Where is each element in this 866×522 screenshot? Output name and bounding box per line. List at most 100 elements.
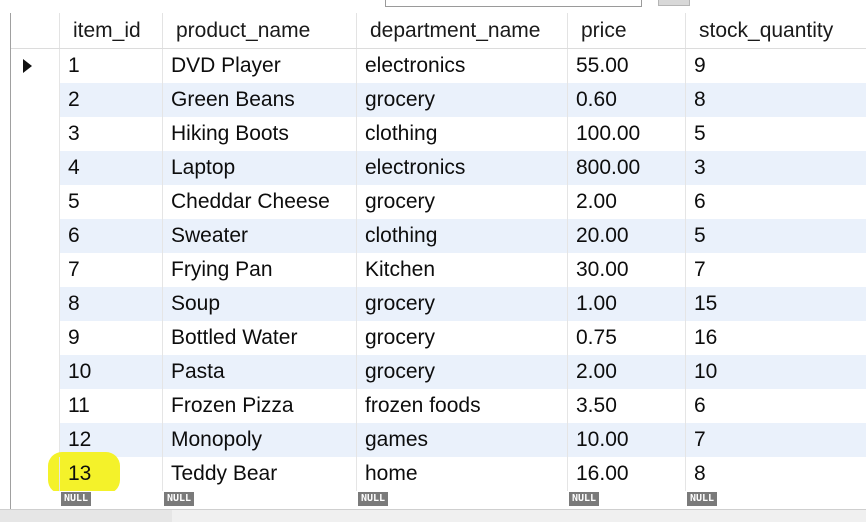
- cell-product-name[interactable]: Frying Pan: [162, 253, 356, 287]
- cell-item-id[interactable]: 8: [59, 287, 162, 321]
- cell-item-id[interactable]: 6: [59, 219, 162, 253]
- row-selector[interactable]: [11, 219, 60, 253]
- cell-stock-quantity[interactable]: 8: [685, 457, 866, 491]
- row-selector[interactable]: [11, 389, 60, 423]
- row-selector[interactable]: [11, 321, 60, 355]
- cell-department-name[interactable]: grocery: [356, 83, 567, 117]
- row-selector[interactable]: [11, 151, 60, 185]
- cell-department-name[interactable]: grocery: [356, 321, 567, 355]
- cell-stock-quantity[interactable]: 8: [685, 83, 866, 117]
- row-selector[interactable]: [11, 83, 60, 117]
- cell-item-id[interactable]: 11: [59, 389, 162, 423]
- cell-product-name[interactable]: Pasta: [162, 355, 356, 389]
- cell-item-id[interactable]: 12: [59, 423, 162, 457]
- cell-department-name[interactable]: home: [356, 457, 567, 491]
- cell-product-name[interactable]: Cheddar Cheese: [162, 185, 356, 219]
- table-row[interactable]: 2 Green Beans grocery 0.60 8: [11, 83, 866, 117]
- table-row[interactable]: 8 Soup grocery 1.00 15: [11, 287, 866, 321]
- row-selector[interactable]: [11, 49, 60, 83]
- cell-stock-quantity[interactable]: 5: [685, 117, 866, 151]
- cell-item-id[interactable]: 5: [59, 185, 162, 219]
- cell-department-name[interactable]: clothing: [356, 117, 567, 151]
- cell-department-name[interactable]: grocery: [356, 185, 567, 219]
- cell-item-id[interactable]: 2: [59, 83, 162, 117]
- cell-price[interactable]: 20.00: [567, 219, 685, 253]
- table-row[interactable]: 13 Teddy Bear home 16.00 8: [11, 452, 866, 494]
- cell-item-id[interactable]: 9: [59, 321, 162, 355]
- cell-stock-quantity[interactable]: 6: [685, 185, 866, 219]
- cell-stock-quantity[interactable]: 10: [685, 355, 866, 389]
- cell-product-name[interactable]: Green Beans: [162, 83, 356, 117]
- filter-input[interactable]: [385, 0, 642, 7]
- cell-price[interactable]: 2.00: [567, 355, 685, 389]
- cell-product-name[interactable]: Teddy Bear: [162, 457, 356, 491]
- cell-product-name[interactable]: Bottled Water: [162, 321, 356, 355]
- column-header-product-name[interactable]: product_name: [162, 13, 356, 48]
- cell-price[interactable]: 2.00: [567, 185, 685, 219]
- row-selector[interactable]: [11, 253, 60, 287]
- cell-product-name[interactable]: Sweater: [162, 219, 356, 253]
- cell-department-name[interactable]: clothing: [356, 219, 567, 253]
- cell-department-name[interactable]: grocery: [356, 287, 567, 321]
- result-tab[interactable]: [0, 510, 172, 522]
- result-grid[interactable]: item_id product_name department_name pri…: [10, 13, 866, 509]
- header-row-selector[interactable]: [11, 13, 59, 48]
- row-selector[interactable]: [11, 117, 60, 151]
- column-header-department-name[interactable]: department_name: [356, 13, 567, 48]
- table-row[interactable]: 11 Frozen Pizza frozen foods 3.50 6: [11, 389, 866, 423]
- table-row[interactable]: 3 Hiking Boots clothing 100.00 5: [11, 117, 866, 151]
- cell-department-name[interactable]: electronics: [356, 49, 567, 83]
- table-row[interactable]: 9 Bottled Water grocery 0.75 16: [11, 321, 866, 355]
- column-header-stock-quantity[interactable]: stock_quantity: [685, 13, 866, 48]
- table-row[interactable]: 7 Frying Pan Kitchen 30.00 7: [11, 253, 866, 287]
- cell-price[interactable]: 0.75: [567, 321, 685, 355]
- cell-stock-quantity[interactable]: 15: [685, 287, 866, 321]
- toolbar-button[interactable]: [658, 0, 690, 6]
- cell-department-name[interactable]: games: [356, 423, 567, 457]
- cell-stock-quantity[interactable]: 9: [685, 49, 866, 83]
- cell-product-name[interactable]: Frozen Pizza: [162, 389, 356, 423]
- cell-department-name[interactable]: frozen foods: [356, 389, 567, 423]
- cell-price[interactable]: 30.00: [567, 253, 685, 287]
- cell-item-id[interactable]: 7: [59, 253, 162, 287]
- table-row[interactable]: 4 Laptop electronics 800.00 3: [11, 151, 866, 185]
- row-selector[interactable]: [11, 355, 60, 389]
- table-row[interactable]: 5 Cheddar Cheese grocery 2.00 6: [11, 185, 866, 219]
- row-selector[interactable]: [11, 423, 60, 457]
- table-row[interactable]: 12 Monopoly games 10.00 7: [11, 423, 866, 457]
- cell-product-name[interactable]: Hiking Boots: [162, 117, 356, 151]
- cell-price[interactable]: 0.60: [567, 83, 685, 117]
- cell-stock-quantity[interactable]: 16: [685, 321, 866, 355]
- cell-product-name[interactable]: Soup: [162, 287, 356, 321]
- row-selector[interactable]: [11, 287, 60, 321]
- column-header-price[interactable]: price: [567, 13, 685, 48]
- cell-stock-quantity[interactable]: 5: [685, 219, 866, 253]
- new-row[interactable]: NULL NULL NULL NULL NULL: [11, 491, 866, 507]
- cell-product-name[interactable]: DVD Player: [162, 49, 356, 83]
- cell-item-id[interactable]: 3: [59, 117, 162, 151]
- cell-price[interactable]: 16.00: [567, 457, 685, 491]
- cell-price[interactable]: 100.00: [567, 117, 685, 151]
- cell-department-name[interactable]: Kitchen: [356, 253, 567, 287]
- cell-price[interactable]: 3.50: [567, 389, 685, 423]
- cell-stock-quantity[interactable]: 6: [685, 389, 866, 423]
- table-row[interactable]: 6 Sweater clothing 20.00 5: [11, 219, 866, 253]
- cell-price[interactable]: 55.00: [567, 49, 685, 83]
- cell-product-name[interactable]: Laptop: [162, 151, 356, 185]
- table-row[interactable]: 1 DVD Player electronics 55.00 9: [11, 49, 866, 83]
- column-header-item-id[interactable]: item_id: [59, 13, 162, 48]
- cell-item-id[interactable]: 13: [59, 457, 162, 491]
- table-row[interactable]: 10 Pasta grocery 2.00 10: [11, 355, 866, 389]
- row-selector[interactable]: [11, 185, 60, 219]
- cell-stock-quantity[interactable]: 3: [685, 151, 866, 185]
- cell-department-name[interactable]: grocery: [356, 355, 567, 389]
- cell-price[interactable]: 10.00: [567, 423, 685, 457]
- cell-item-id[interactable]: 1: [59, 49, 162, 83]
- cell-item-id[interactable]: 4: [59, 151, 162, 185]
- cell-stock-quantity[interactable]: 7: [685, 423, 866, 457]
- cell-price[interactable]: 800.00: [567, 151, 685, 185]
- cell-product-name[interactable]: Monopoly: [162, 423, 356, 457]
- cell-department-name[interactable]: electronics: [356, 151, 567, 185]
- cell-price[interactable]: 1.00: [567, 287, 685, 321]
- cell-item-id[interactable]: 10: [59, 355, 162, 389]
